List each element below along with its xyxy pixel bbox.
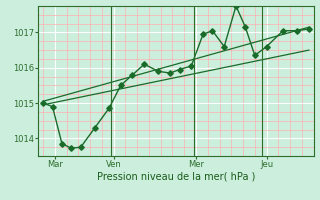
- X-axis label: Pression niveau de la mer( hPa ): Pression niveau de la mer( hPa ): [97, 172, 255, 182]
